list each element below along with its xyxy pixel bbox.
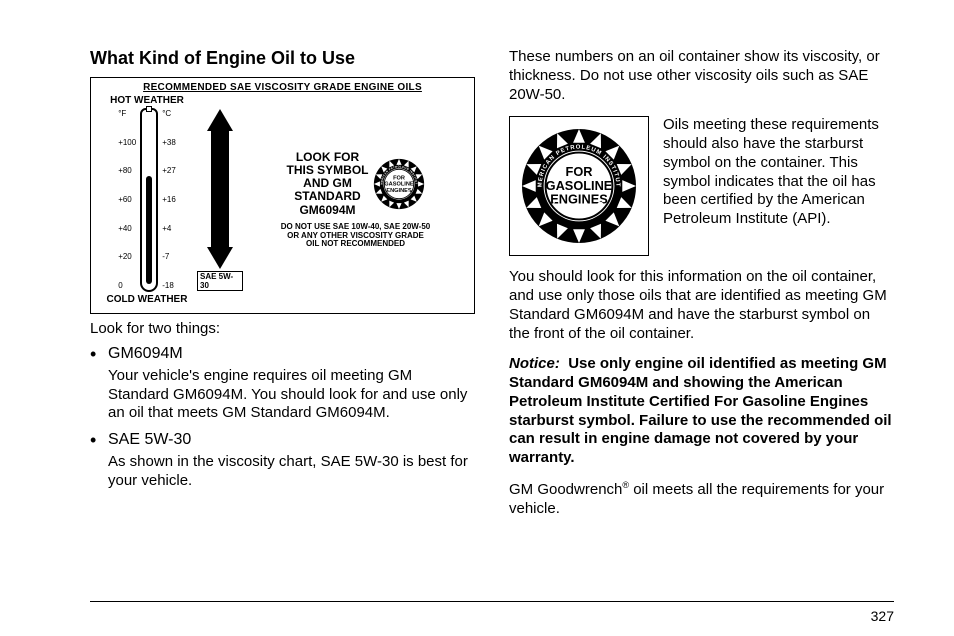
section-heading: What Kind of Engine Oil to Use <box>90 48 475 69</box>
viscosity-chart: RECOMMENDED SAE VISCOSITY GRADE ENGINE O… <box>90 77 475 314</box>
item-body: As shown in the viscosity chart, SAE 5W-… <box>108 453 475 491</box>
list-item: SAE 5W-30 As shown in the viscosity char… <box>108 431 475 491</box>
look-for-text: LOOK FOR THIS SYMBOL AND GM STANDARD GM6… <box>286 151 368 217</box>
paragraph: GM Goodwrench® oil meets all the require… <box>509 480 894 519</box>
notice-block: Notice: Use only engine oil identified a… <box>509 355 894 468</box>
cold-weather-label: COLD WEATHER <box>107 294 188 305</box>
api-seal-small-icon <box>373 158 425 210</box>
sae-grade-label: SAE 5W-30 <box>197 271 243 291</box>
notice-body: Use only engine oil identified as meetin… <box>509 355 892 466</box>
seal-frame <box>509 116 649 256</box>
notice-label: Notice: <box>509 355 560 372</box>
list-item: GM6094M Your vehicle's engine requires o… <box>108 345 475 423</box>
intro-text: Look for two things: <box>90 320 475 339</box>
do-not-use-text: DO NOT USE SAE 10W-40, SAE 20W-50 OR ANY… <box>281 223 431 249</box>
paragraph: Oils meeting these requirements should a… <box>663 116 894 229</box>
right-column: These numbers on an oil container show i… <box>509 48 894 530</box>
thermometer-icon <box>140 108 158 292</box>
item-heading: SAE 5W-30 <box>108 431 475 449</box>
item-body: Your vehicle's engine requires oil meeti… <box>108 367 475 423</box>
chart-title: RECOMMENDED SAE VISCOSITY GRADE ENGINE O… <box>97 82 468 93</box>
scale-celsius: °C+38+27+16+4-7-18 <box>160 108 178 292</box>
left-column: What Kind of Engine Oil to Use RECOMMEND… <box>90 48 475 530</box>
footer-rule <box>90 601 894 602</box>
range-arrow-icon <box>207 109 233 269</box>
scale-fahrenheit: °F+100+80+60+40+200 <box>116 108 138 292</box>
paragraph: You should look for this information on … <box>509 268 894 343</box>
api-seal-large-icon <box>520 127 638 245</box>
hot-weather-label: HOT WEATHER <box>110 95 184 106</box>
item-heading: GM6094M <box>108 345 475 363</box>
paragraph: These numbers on an oil container show i… <box>509 48 894 104</box>
page-number: 327 <box>871 608 894 624</box>
